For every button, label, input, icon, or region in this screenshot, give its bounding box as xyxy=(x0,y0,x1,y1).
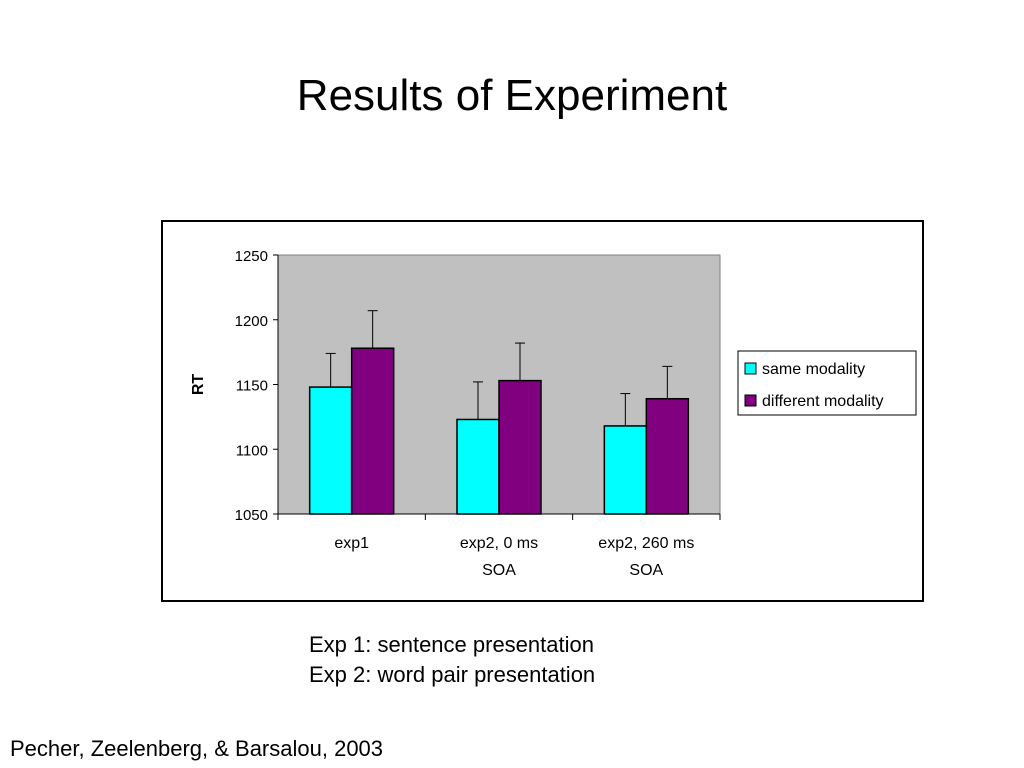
bar-same-3 xyxy=(603,425,648,515)
citation: Pecher, Zeelenberg, & Barsalou, 2003 xyxy=(10,736,384,761)
x-category-label: exp2, 0 ms xyxy=(460,535,538,552)
y-tick-label: 1150 xyxy=(236,378,268,395)
bar-different-1 xyxy=(350,347,395,515)
bar-same-1 xyxy=(308,386,353,515)
note-exp2: Exp 2: word pair presentation xyxy=(309,662,596,687)
bar-different-3 xyxy=(645,397,690,515)
legend: same modality different modality xyxy=(737,350,917,416)
legend-box xyxy=(737,350,917,416)
y-tick-label: 1200 xyxy=(235,313,268,330)
x-category-label: SOA xyxy=(482,562,516,579)
x-category-label: SOA xyxy=(629,562,663,579)
y-tick-label: 1250 xyxy=(235,248,268,265)
bars-layer xyxy=(308,310,690,515)
x-category-label: exp2, 260 ms xyxy=(598,535,694,552)
y-axis-label: RT xyxy=(190,374,207,396)
note-exp1: Exp 1: sentence presentation xyxy=(309,632,594,657)
y-tick-label: 1050 xyxy=(235,507,268,524)
axes-layer: 1050 1100 1150 1200 1250 RT exp1 exp2, 0 ms SOA e… xyxy=(190,248,721,579)
legend-label-different: different modality xyxy=(762,393,884,410)
slide-title: Results of Experiment xyxy=(296,71,728,120)
legend-swatch-same xyxy=(744,362,757,375)
legend-swatch-different xyxy=(744,394,757,407)
bar-chart: 1050 1100 1150 1200 1250 RT exp1 exp2, 0 ms SOA e… xyxy=(190,248,917,579)
bar-same-2 xyxy=(456,418,500,515)
y-tick-label: 1100 xyxy=(236,442,268,459)
chart-frame: 1050 1100 1150 1200 1250 RT exp1 exp2, 0 ms SOA e… xyxy=(161,220,924,602)
bar-different-2 xyxy=(498,379,542,515)
legend-label-same: same modality xyxy=(762,361,865,378)
experiment-notes: Exp 1: sentence presentation Exp 2: word… xyxy=(309,630,595,690)
x-category-label: exp1 xyxy=(334,535,369,552)
